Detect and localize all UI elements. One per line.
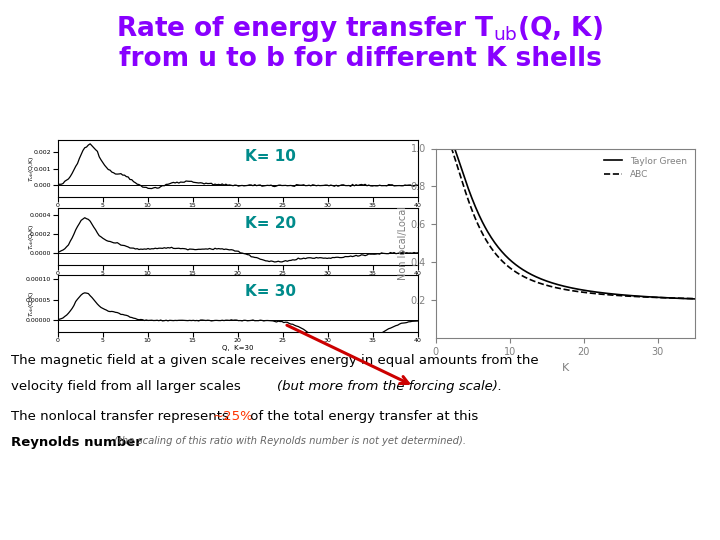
Y-axis label: Non local/Local: Non local/Local <box>397 206 408 280</box>
ABC <box>596 291 605 298</box>
Text: from u to b for different K shells: from u to b for different K shells <box>119 46 601 72</box>
Line: Taylor Green: Taylor Green <box>439 139 702 299</box>
Taylor Green <box>590 289 599 295</box>
Text: Reynolds number: Reynolds number <box>11 436 146 449</box>
Text: K= 10: K= 10 <box>245 149 296 164</box>
Text: ~25%: ~25% <box>212 410 253 423</box>
Line: ABC: ABC <box>439 139 702 299</box>
Y-axis label: $T_{ub}$(Q,K): $T_{ub}$(Q,K) <box>27 156 36 182</box>
Text: Rate of energy transfer T$_{\rm ub}$(Q, K): Rate of energy transfer T$_{\rm ub}$(Q, … <box>117 14 603 44</box>
X-axis label: K: K <box>562 363 569 373</box>
Text: (the scaling of this ratio with Reynolds number is not yet determined).: (the scaling of this ratio with Reynolds… <box>114 436 466 447</box>
Taylor Green <box>596 289 605 296</box>
Taylor Green <box>698 296 706 302</box>
ABC <box>590 291 599 297</box>
Text: K= 20: K= 20 <box>245 217 296 231</box>
Text: (but more from the forcing scale).: (but more from the forcing scale). <box>277 380 503 393</box>
Text: of the total energy transfer at this: of the total energy transfer at this <box>246 410 479 423</box>
Text: K= 30: K= 30 <box>245 284 296 299</box>
Text: velocity field from all larger scales: velocity field from all larger scales <box>11 380 245 393</box>
X-axis label: Q,  K=30: Q, K=30 <box>222 345 253 351</box>
Taylor Green <box>673 295 682 301</box>
ABC <box>436 136 444 142</box>
Y-axis label: $T_{ub}$(Q,K): $T_{ub}$(Q,K) <box>27 223 36 249</box>
Text: The magnetic field at a given scale receives energy in equal amounts from the: The magnetic field at a given scale rece… <box>11 354 539 367</box>
ABC <box>673 295 682 301</box>
Y-axis label: $T_{ub}$(Q,K): $T_{ub}$(Q,K) <box>27 291 36 317</box>
Taylor Green <box>592 289 600 295</box>
Taylor Green <box>657 294 665 301</box>
Taylor Green <box>436 136 444 142</box>
Taylor Green <box>435 136 444 142</box>
ABC <box>698 295 706 302</box>
X-axis label: Q,  K=20: Q, K=20 <box>222 277 253 284</box>
ABC <box>435 136 444 142</box>
Text: The nonlocal transfer represents: The nonlocal transfer represents <box>11 410 233 423</box>
ABC <box>657 294 665 301</box>
Legend: Taylor Green, ABC: Taylor Green, ABC <box>600 153 690 183</box>
X-axis label: Q,  K=10: Q, K=10 <box>222 210 253 216</box>
ABC <box>592 291 600 297</box>
